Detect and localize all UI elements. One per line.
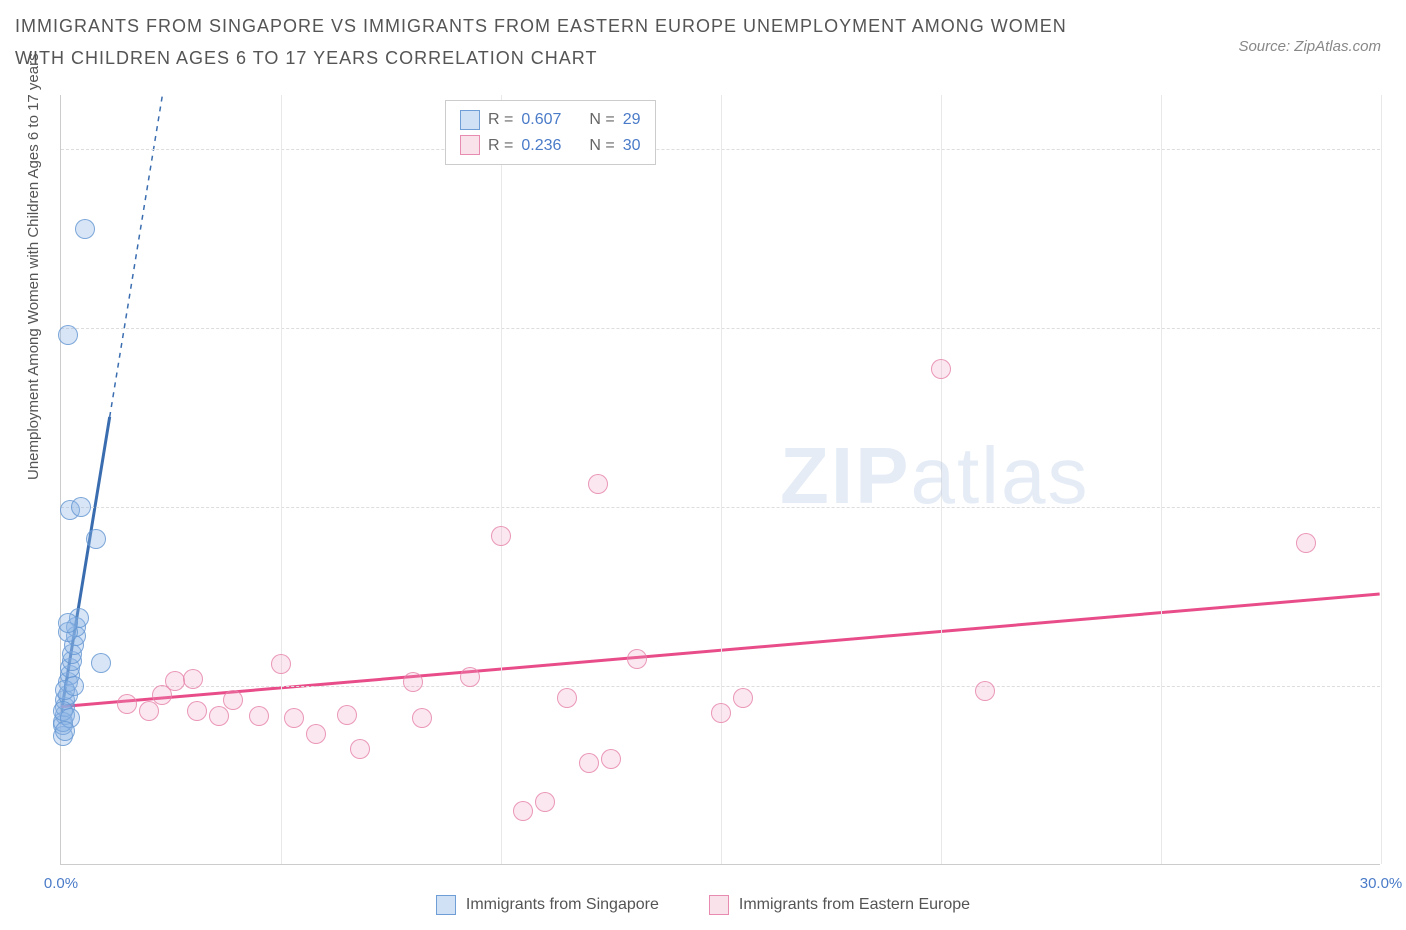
data-point-blue (86, 529, 106, 549)
data-point-pink (403, 672, 423, 692)
data-point-pink (139, 701, 159, 721)
bottom-legend-item-blue: Immigrants from Singapore (436, 895, 659, 915)
data-point-pink (627, 649, 647, 669)
data-point-pink (931, 359, 951, 379)
chart-plot-area: 10.0%20.0%30.0%40.0%0.0%30.0% (60, 95, 1380, 865)
data-point-pink (557, 688, 577, 708)
gridline-vertical (501, 95, 502, 864)
legend-n-value: 30 (623, 133, 641, 159)
data-point-blue (58, 613, 78, 633)
data-point-pink (412, 708, 432, 728)
gridline-vertical (721, 95, 722, 864)
data-point-blue (75, 219, 95, 239)
gridline-vertical (1381, 95, 1382, 864)
legend-n-value: 29 (623, 107, 641, 133)
legend-n-label: N = (589, 133, 614, 159)
data-point-blue (58, 325, 78, 345)
legend-r-value: 0.607 (521, 107, 561, 133)
legend-r-label: R = (488, 107, 513, 133)
source-attribution: Source: ZipAtlas.com (1238, 38, 1381, 55)
data-point-pink (117, 694, 137, 714)
bottom-legend-item-pink: Immigrants from Eastern Europe (709, 895, 970, 915)
bottom-legend-label: Immigrants from Singapore (466, 896, 659, 914)
legend-swatch-blue (460, 110, 480, 130)
correlation-legend-box: R = 0.607 N = 29 R = 0.236 N = 30 (445, 100, 656, 165)
data-point-blue (55, 721, 75, 741)
data-point-pink (513, 801, 533, 821)
x-tick-label: 30.0% (1360, 875, 1403, 892)
bottom-swatch-blue (436, 895, 456, 915)
data-point-pink (183, 669, 203, 689)
data-point-pink (337, 705, 357, 725)
legend-row-blue: R = 0.607 N = 29 (460, 107, 641, 133)
legend-row-pink: R = 0.236 N = 30 (460, 133, 641, 159)
data-point-pink (306, 724, 326, 744)
data-point-pink (187, 701, 207, 721)
legend-n-label: N = (589, 107, 614, 133)
data-point-pink (733, 688, 753, 708)
data-point-pink (601, 749, 621, 769)
gridline-vertical (281, 95, 282, 864)
data-point-pink (460, 667, 480, 687)
data-point-pink (588, 474, 608, 494)
y-tick-label: 30.0% (1390, 319, 1406, 336)
gridline-vertical (941, 95, 942, 864)
data-point-pink (579, 753, 599, 773)
data-point-pink (209, 706, 229, 726)
data-point-blue (64, 676, 84, 696)
data-point-pink (975, 681, 995, 701)
y-tick-label: 20.0% (1390, 498, 1406, 515)
legend-r-label: R = (488, 133, 513, 159)
bottom-swatch-pink (709, 895, 729, 915)
x-tick-label: 0.0% (44, 875, 78, 892)
data-point-pink (491, 526, 511, 546)
data-point-pink (535, 792, 555, 812)
y-axis-label: Unemployment Among Women with Children A… (25, 53, 42, 480)
y-tick-label: 10.0% (1390, 677, 1406, 694)
y-tick-label: 40.0% (1390, 140, 1406, 157)
data-point-pink (284, 708, 304, 728)
gridline-vertical (1161, 95, 1162, 864)
bottom-legend-label: Immigrants from Eastern Europe (739, 896, 970, 914)
data-point-blue (91, 653, 111, 673)
data-point-pink (1296, 533, 1316, 553)
data-point-pink (223, 690, 243, 710)
legend-swatch-pink (460, 135, 480, 155)
data-point-pink (271, 654, 291, 674)
data-point-pink (711, 703, 731, 723)
trendline-extension-blue (110, 95, 207, 417)
series-legend: Immigrants from Singapore Immigrants from… (0, 895, 1406, 915)
data-point-pink (350, 739, 370, 759)
legend-r-value: 0.236 (521, 133, 561, 159)
data-point-pink (249, 706, 269, 726)
data-point-blue (71, 497, 91, 517)
chart-title: IMMIGRANTS FROM SINGAPORE VS IMMIGRANTS … (15, 10, 1115, 75)
